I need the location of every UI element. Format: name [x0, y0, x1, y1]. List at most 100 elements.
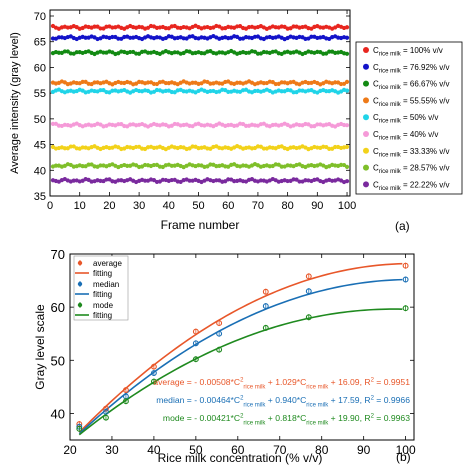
data-point: [291, 90, 296, 95]
panel-a-x-axis-label: Frame number: [161, 218, 240, 232]
data-point: [305, 288, 312, 295]
x-tick-label: 10: [74, 200, 86, 212]
data-point: [258, 178, 263, 183]
equation-part: median = - 0.00464*C: [156, 395, 240, 405]
data-point: [344, 144, 350, 149]
data-point: [116, 122, 121, 127]
data-point: [187, 178, 192, 183]
data-point: [344, 88, 350, 93]
equation-superscript: 2: [240, 378, 244, 384]
equation-part: + 16.09, R: [328, 377, 370, 387]
legend-entry: median: [93, 280, 119, 289]
series-points: [50, 33, 350, 42]
legend-entry-symbol: C: [373, 147, 379, 156]
panel-a-plot-frame: [49, 9, 351, 197]
data-point: [104, 177, 109, 182]
equation-part: + 0.818*C: [265, 413, 306, 423]
legend-marker: [77, 302, 83, 308]
equation-subscript: rice milk: [243, 403, 266, 409]
data-point: [83, 35, 88, 40]
data-point: [262, 288, 269, 295]
data-point: [216, 346, 223, 353]
data-point: [214, 178, 219, 183]
data-point: [76, 425, 83, 432]
equation-superscript: 2: [240, 414, 244, 420]
data-point: [309, 124, 314, 129]
equation-subscript: rice milk: [243, 385, 266, 391]
x-tick-label: 80: [281, 200, 293, 212]
panel-b-plot-frame: [69, 253, 415, 441]
legend-entry: Crice milk = 76.92% v/v: [373, 63, 449, 75]
y-tick-label: 65: [34, 37, 46, 49]
legend-entry: Crice milk = 33.33% v/v: [373, 147, 449, 159]
legend-marker: [77, 260, 83, 266]
series-points: [50, 144, 350, 152]
data-point: [285, 178, 290, 184]
legend-entry: average: [93, 259, 122, 268]
data-point: [252, 88, 258, 94]
data-point: [324, 89, 329, 94]
equation-superscript: 2: [371, 414, 375, 420]
data-point: [150, 370, 157, 376]
data-point: [344, 51, 350, 56]
data-point: [333, 144, 338, 150]
equation-part: = 0.9951: [374, 377, 410, 387]
data-point: [145, 50, 151, 55]
series-points: [50, 87, 350, 95]
x-tick-label: 70: [273, 443, 287, 457]
data-point: [344, 164, 350, 169]
y-tick-label: 45: [34, 140, 46, 152]
y-tick-label: 60: [34, 62, 46, 74]
data-point: [344, 79, 350, 84]
data-point: [128, 49, 133, 55]
series-points: [50, 48, 350, 57]
data-point: [297, 179, 302, 184]
equation-subscript: rice milk: [243, 421, 266, 427]
legend-entry-subscript: rice milk: [379, 136, 402, 142]
equation-superscript: 2: [371, 378, 375, 384]
data-point: [169, 163, 174, 168]
legend-marker: [363, 97, 369, 104]
data-point: [92, 80, 97, 85]
legend-entry: Crice milk = 22.22% v/v: [373, 180, 449, 192]
equation-subscript: rice milk: [306, 403, 329, 409]
data-point: [134, 51, 139, 56]
legend-entry-symbol: C: [373, 113, 379, 122]
series-points: [50, 23, 350, 31]
y-tick-label: 40: [34, 165, 46, 177]
data-point: [98, 163, 103, 168]
data-point: [80, 164, 85, 169]
data-point: [273, 81, 278, 87]
fit-equation: average = - 0.00508*C2rice milk + 1.029*…: [153, 377, 410, 391]
data-point: [402, 305, 409, 312]
x-tick-label: 90: [311, 200, 323, 212]
data-point: [294, 177, 299, 182]
legend-entry: fitting: [93, 269, 112, 278]
data-point: [53, 163, 59, 168]
data-point: [163, 26, 168, 31]
equation-superscript: 2: [240, 396, 244, 402]
legend-marker: [363, 164, 369, 171]
x-tick-label: 60: [231, 443, 245, 457]
data-point: [128, 35, 133, 40]
data-point: [190, 80, 195, 85]
legend-entry-symbol: C: [373, 164, 379, 173]
fit-curve: [78, 278, 403, 435]
data-point: [402, 276, 409, 283]
data-point: [333, 80, 338, 85]
legend-entry: Crice milk = 55.55% v/v: [373, 96, 449, 108]
legend-entry: mode: [93, 301, 114, 310]
series-points: [50, 162, 350, 170]
x-tick-label: 40: [163, 200, 175, 212]
legend-entry-value: = 22.22% v/v: [401, 180, 450, 189]
legend-entry-symbol: C: [373, 180, 379, 189]
data-point: [98, 88, 103, 93]
legend-marker: [363, 63, 369, 70]
data-point: [116, 178, 121, 183]
data-point: [151, 81, 157, 86]
equation-subscript: rice milk: [306, 421, 329, 427]
y-tick-label: 55: [34, 88, 46, 100]
data-point: [163, 80, 168, 86]
x-tick-label: 50: [192, 200, 204, 212]
